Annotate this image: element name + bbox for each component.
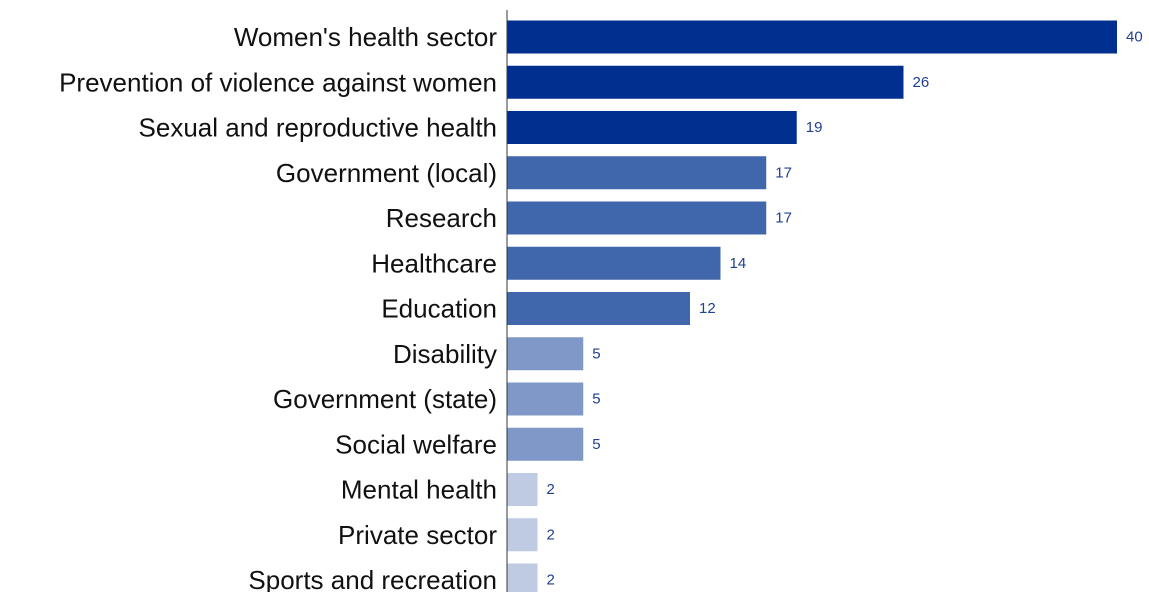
category-label-government-local: Government (local) <box>276 158 497 188</box>
value-label-social-welfare: 5 <box>592 436 600 453</box>
bar-healthcare <box>507 246 721 280</box>
value-label-mental-health: 2 <box>547 481 555 498</box>
bars-layer <box>507 20 1117 592</box>
category-label-mental-health: Mental health <box>341 475 497 505</box>
category-label-education: Education <box>381 294 497 324</box>
value-label-government-state: 5 <box>592 391 600 408</box>
bar-social-welfare <box>507 427 584 461</box>
value-label-education: 12 <box>699 300 716 317</box>
value-label-government-local: 17 <box>775 164 792 181</box>
value-label-sports-and-recreation: 2 <box>547 572 555 589</box>
value-label-women-s-health-sector: 40 <box>1126 29 1143 46</box>
category-label-government-state: Government (state) <box>273 384 497 414</box>
value-label-healthcare: 14 <box>730 255 747 272</box>
bar-women-s-health-sector <box>507 20 1117 54</box>
value-labels: 40 26 19 17 17 14 12 5 5 5 2 2 2 <box>547 29 1143 589</box>
category-labels: Women's health sector Prevention of viole… <box>59 22 497 592</box>
value-label-private-sector: 2 <box>547 526 555 543</box>
category-label-private-sector: Private sector <box>338 520 497 550</box>
bar-mental-health <box>507 473 538 506</box>
bar-government-local <box>507 156 767 190</box>
category-label-healthcare: Healthcare <box>371 248 497 278</box>
category-label-women-s-health-sector: Women's health sector <box>234 22 498 52</box>
category-label-research: Research <box>386 203 497 233</box>
category-label-social-welfare: Social welfare <box>335 429 497 459</box>
bar-prevention-of-violence-against-women <box>507 65 904 99</box>
category-label-disability: Disability <box>393 339 497 369</box>
value-label-research: 17 <box>775 210 792 227</box>
bar-education <box>507 292 690 325</box>
category-label-sports-and-recreation: Sports and recreation <box>248 565 497 592</box>
bar-research <box>507 201 767 235</box>
value-label-prevention-of-violence-against-women: 26 <box>913 74 930 91</box>
category-label-prevention-of-violence-against-women: Prevention of violence against women <box>59 67 497 97</box>
bar-disability <box>507 337 584 371</box>
value-label-sexual-and-reproductive-health: 19 <box>806 119 823 136</box>
value-label-disability: 5 <box>592 345 600 362</box>
bar-sexual-and-reproductive-health <box>507 111 797 144</box>
bar-sports-and-recreation <box>507 563 538 592</box>
bar-government-state <box>507 382 584 416</box>
bar-private-sector <box>507 518 538 552</box>
category-label-sexual-and-reproductive-health: Sexual and reproductive health <box>139 113 497 143</box>
